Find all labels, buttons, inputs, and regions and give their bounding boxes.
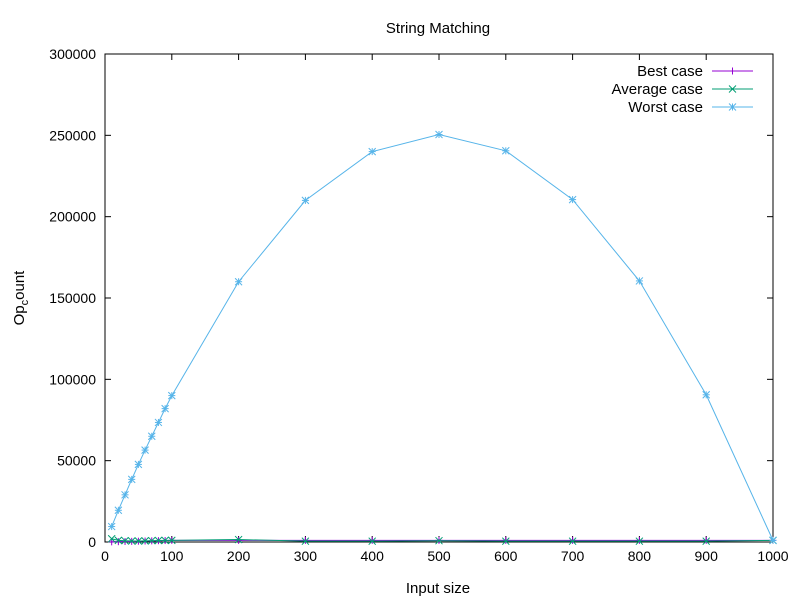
x-tick-label: 1000 xyxy=(757,548,788,564)
data-point xyxy=(301,537,310,546)
data-point xyxy=(368,537,377,546)
x-tick-label: 0 xyxy=(101,548,109,564)
data-point xyxy=(569,536,577,544)
y-tick-label: 250000 xyxy=(49,127,96,143)
data-point xyxy=(108,538,116,546)
data-point xyxy=(167,536,176,545)
data-point xyxy=(114,536,123,545)
data-point xyxy=(147,432,156,441)
data-point xyxy=(568,195,577,204)
data-point xyxy=(234,277,243,286)
y-tick-label: 50000 xyxy=(57,453,96,469)
data-point xyxy=(301,196,310,205)
data-point xyxy=(769,536,777,545)
plot-frame xyxy=(104,53,774,543)
x-tick-label: 100 xyxy=(160,548,184,564)
x-tick-label: 700 xyxy=(561,548,585,564)
series-layer xyxy=(107,130,777,546)
data-point xyxy=(134,460,143,469)
x-tick-label: 800 xyxy=(628,548,652,564)
data-point xyxy=(234,535,243,544)
data-point xyxy=(161,404,169,413)
legend-marker-average-case xyxy=(728,85,737,93)
y-axis-label-rest: ount xyxy=(11,270,28,300)
legend-marker-best-case xyxy=(729,67,736,75)
data-point xyxy=(127,537,136,545)
data-point xyxy=(154,418,163,427)
data-point xyxy=(141,537,149,545)
data-point xyxy=(154,536,163,545)
y-tick-label: 200000 xyxy=(49,209,96,225)
data-point xyxy=(635,277,644,285)
data-point xyxy=(435,536,443,545)
x-tick-label: 900 xyxy=(695,548,719,564)
data-point xyxy=(141,446,149,454)
data-point xyxy=(568,537,577,546)
legend-marker-worst-case xyxy=(728,103,737,111)
data-point xyxy=(435,130,443,139)
data-point xyxy=(702,536,710,544)
data-point xyxy=(121,536,129,545)
data-point xyxy=(134,537,143,545)
series-average-case xyxy=(107,534,777,546)
data-point xyxy=(635,536,643,544)
data-point xyxy=(235,536,243,544)
data-point xyxy=(161,536,169,545)
y-axis-label-sub: c xyxy=(19,299,31,305)
x-tick-label: 600 xyxy=(494,548,518,564)
x-tick-label: 400 xyxy=(361,548,385,564)
data-point xyxy=(702,390,711,399)
data-point xyxy=(114,538,122,546)
y-tick-label: 300000 xyxy=(49,46,96,62)
data-point xyxy=(107,534,116,543)
legend-label-best-case: Best case xyxy=(637,63,703,80)
data-point xyxy=(121,538,129,546)
y-axis-label: Opcount xyxy=(11,270,31,326)
chart-title: String Matching xyxy=(386,20,490,37)
axis-ticks: 0 100 200 300 400 500 600 700 800 900 1000 0 50000 10… xyxy=(49,46,788,564)
x-tick-label: 200 xyxy=(227,548,251,564)
data-point xyxy=(702,537,711,546)
y-tick-label: 0 xyxy=(88,534,96,550)
data-point xyxy=(501,146,510,155)
data-point xyxy=(114,506,123,515)
x-tick-label: 300 xyxy=(294,548,318,564)
data-point xyxy=(167,391,176,400)
data-point xyxy=(147,536,156,545)
data-point xyxy=(121,490,129,499)
data-point xyxy=(368,147,377,156)
data-point xyxy=(502,536,510,544)
series-line-worst-case xyxy=(111,134,774,541)
legend-label-worst-case: Worst case xyxy=(628,99,703,116)
data-point xyxy=(107,522,116,531)
y-tick-label: 150000 xyxy=(49,290,96,306)
data-point xyxy=(501,537,510,546)
data-point xyxy=(127,475,136,484)
data-point xyxy=(301,536,309,544)
x-tick-label: 500 xyxy=(427,548,451,564)
legend-label-average-case: Average case xyxy=(612,81,703,98)
data-point xyxy=(368,536,376,544)
y-axis-label-main: Op xyxy=(11,305,28,325)
x-axis-label: Input size xyxy=(406,580,470,597)
data-point xyxy=(635,537,644,546)
series-worst-case xyxy=(107,130,777,545)
y-tick-label: 100000 xyxy=(49,371,96,387)
